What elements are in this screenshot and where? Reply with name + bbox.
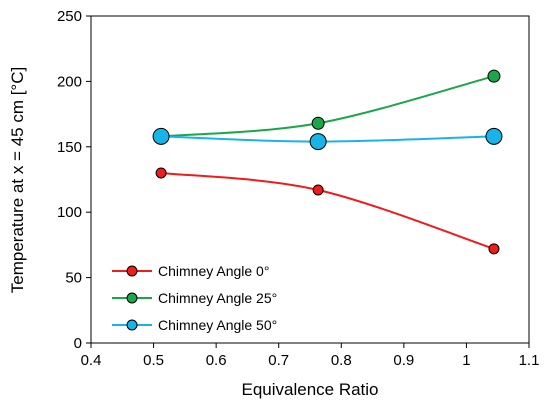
data-point — [487, 69, 501, 83]
x-tick-label: 0.4 — [81, 352, 102, 369]
data-point — [488, 243, 500, 255]
x-tick-label: 0.6 — [206, 352, 227, 369]
x-tick-label: 1.1 — [519, 352, 540, 369]
data-point — [155, 167, 167, 179]
y-tick-label: 250 — [57, 8, 82, 25]
y-tick-label: 200 — [57, 73, 82, 90]
legend: Chimney Angle 0° Chimney Angle 25° Chimney… — [112, 263, 277, 333]
series-line-0 — [160, 171, 495, 250]
legend-label: Chimney Angle 25° — [158, 290, 277, 306]
series-line-2 — [161, 135, 494, 143]
y-axis: 0 50 100 150 200 250 — [57, 8, 91, 352]
data-point — [311, 116, 325, 130]
legend-marker — [126, 265, 138, 277]
legend-marker — [126, 319, 138, 331]
y-tick-label: 0 — [74, 335, 82, 352]
data-point — [152, 127, 170, 145]
x-tick-label: 1 — [462, 352, 470, 369]
legend-label: Chimney Angle 50° — [158, 317, 277, 333]
legend-marker — [126, 292, 138, 304]
data-point — [485, 127, 503, 145]
x-tick-label: 0.5 — [143, 352, 164, 369]
x-axis-title: Equivalence Ratio — [241, 380, 378, 399]
x-tick-label: 0.9 — [393, 352, 414, 369]
x-tick-label: 0.8 — [331, 352, 352, 369]
series-line-1 — [160, 75, 495, 138]
x-tick-label: 0.7 — [268, 352, 289, 369]
y-tick-label: 150 — [57, 139, 82, 156]
plot-area — [90, 15, 530, 344]
legend-label: Chimney Angle 0° — [158, 263, 269, 279]
x-axis: 0.4 0.5 0.6 0.7 0.8 0.9 1 1.1 — [81, 343, 540, 369]
y-axis-title: Temperature at x = 45 cm [°C] — [8, 67, 27, 293]
data-point — [312, 184, 324, 196]
y-tick-label: 50 — [65, 270, 82, 287]
series-layer — [152, 69, 503, 255]
y-tick-label: 100 — [57, 204, 82, 221]
data-point — [309, 133, 327, 151]
